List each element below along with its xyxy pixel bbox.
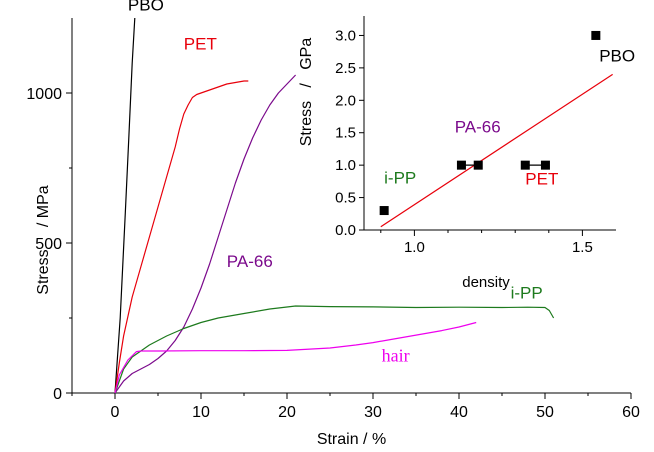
inset-x-tick-label: 1.0 — [404, 239, 425, 256]
series-label-pa-66: PA-66 — [227, 252, 273, 271]
inset-y-tick-label: 0.5 — [335, 190, 356, 207]
x-tick-label: 0 — [111, 404, 120, 421]
x-axis-title: Strain / % — [317, 431, 386, 448]
y-axis-title: Stress / MPa — [35, 185, 52, 294]
inset-y-tick-label: 1.0 — [335, 157, 356, 174]
series-hair-line — [114, 321, 477, 394]
inset-y-tick-label: 2.0 — [335, 92, 356, 109]
y-tick-label: 500 — [35, 236, 62, 253]
inset-point-i-pp — [379, 206, 389, 216]
inset-label-i-pp: i-PP — [384, 168, 416, 187]
inset-y-tick-label: 1.5 — [335, 125, 356, 142]
inset-y-tick-label: 0.0 — [335, 222, 356, 239]
x-tick-label: 40 — [450, 404, 468, 421]
inset-y-tick-label: 3.0 — [335, 27, 356, 44]
inset-point-pa-66 — [456, 160, 466, 170]
inset-y-tick-label: 2.5 — [335, 60, 356, 77]
x-tick-label: 10 — [192, 404, 210, 421]
inset-point-pet — [540, 160, 550, 170]
inset-plot: 1.0 1.5 0.0 0.5 1.0 1.5 2.0 2.5 3.0 density Stress… — [298, 16, 635, 291]
inset-point-pa-66 — [473, 160, 483, 170]
y-tick-label: 1000 — [26, 86, 62, 103]
inset-label-pet: PET — [525, 170, 558, 189]
series-i-pp-line — [114, 305, 555, 394]
series-label-i-pp: i-PP — [511, 284, 543, 303]
series-pet-line — [114, 80, 249, 394]
inset-background — [364, 16, 616, 230]
x-tick-label: 50 — [536, 404, 554, 421]
inset-point-pet — [520, 160, 530, 170]
inset-x-axis-title: density — [462, 274, 510, 291]
series-pbo-line — [114, 17, 136, 394]
inset-x-tick-label: 1.5 — [572, 239, 593, 256]
x-tick-label: 30 — [364, 404, 382, 421]
inset-label-pbo: PBO — [599, 46, 635, 65]
series-label-pbo: PBO — [128, 0, 164, 15]
inset-point-pbo — [591, 30, 601, 40]
series-label-pet: PET — [184, 35, 217, 54]
series-label-hair: hair — [382, 346, 410, 366]
x-tick-label: 60 — [622, 404, 640, 421]
inset-label-pa-66: PA-66 — [455, 118, 501, 137]
main-plot: 0 10 20 30 40 50 60 0 500 1000 Strain / % Stress / … — [26, 0, 640, 448]
x-tick-label: 20 — [278, 404, 296, 421]
inset-fit-line — [380, 73, 613, 228]
inset-y-axis-title: Stress / GPa — [298, 38, 315, 147]
y-tick-label: 0 — [53, 386, 62, 403]
series-pa-66-line — [114, 74, 297, 394]
